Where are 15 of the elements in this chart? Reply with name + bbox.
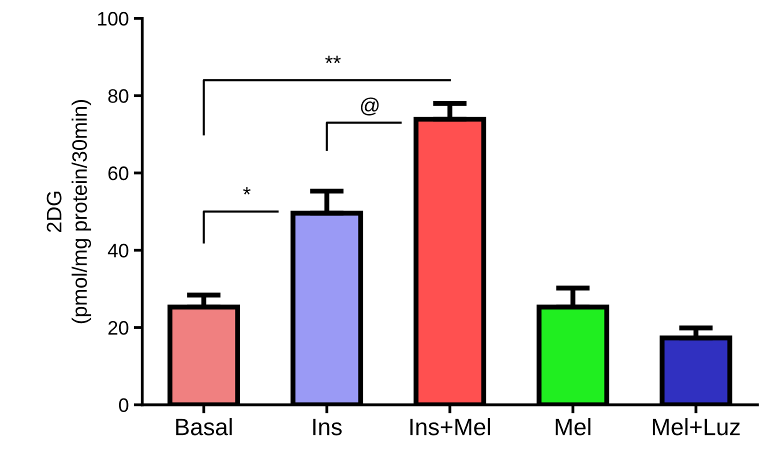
y-tick-label: 60 [108, 166, 128, 180]
y-axis-title: 2DG (pmol/mg protein/30min) [46, 100, 92, 324]
y-tick-label: 20 [108, 320, 128, 335]
x-tick-label: Mel+Luz [652, 418, 740, 436]
y-tick-label: 100 [98, 12, 128, 26]
annotation: @ [360, 98, 379, 116]
y-tick-label: 80 [108, 89, 128, 103]
y-tick-label: 0 [119, 398, 128, 412]
annotation: * [243, 187, 251, 194]
x-tick-label: Ins+Mel [410, 418, 490, 436]
x-tick-label: Basal [176, 418, 232, 436]
x-tick-label: Mel [556, 418, 590, 436]
y-tick-label: 40 [108, 244, 128, 258]
x-tick-label: Ins [313, 418, 342, 436]
annotation: ** [325, 56, 341, 64]
